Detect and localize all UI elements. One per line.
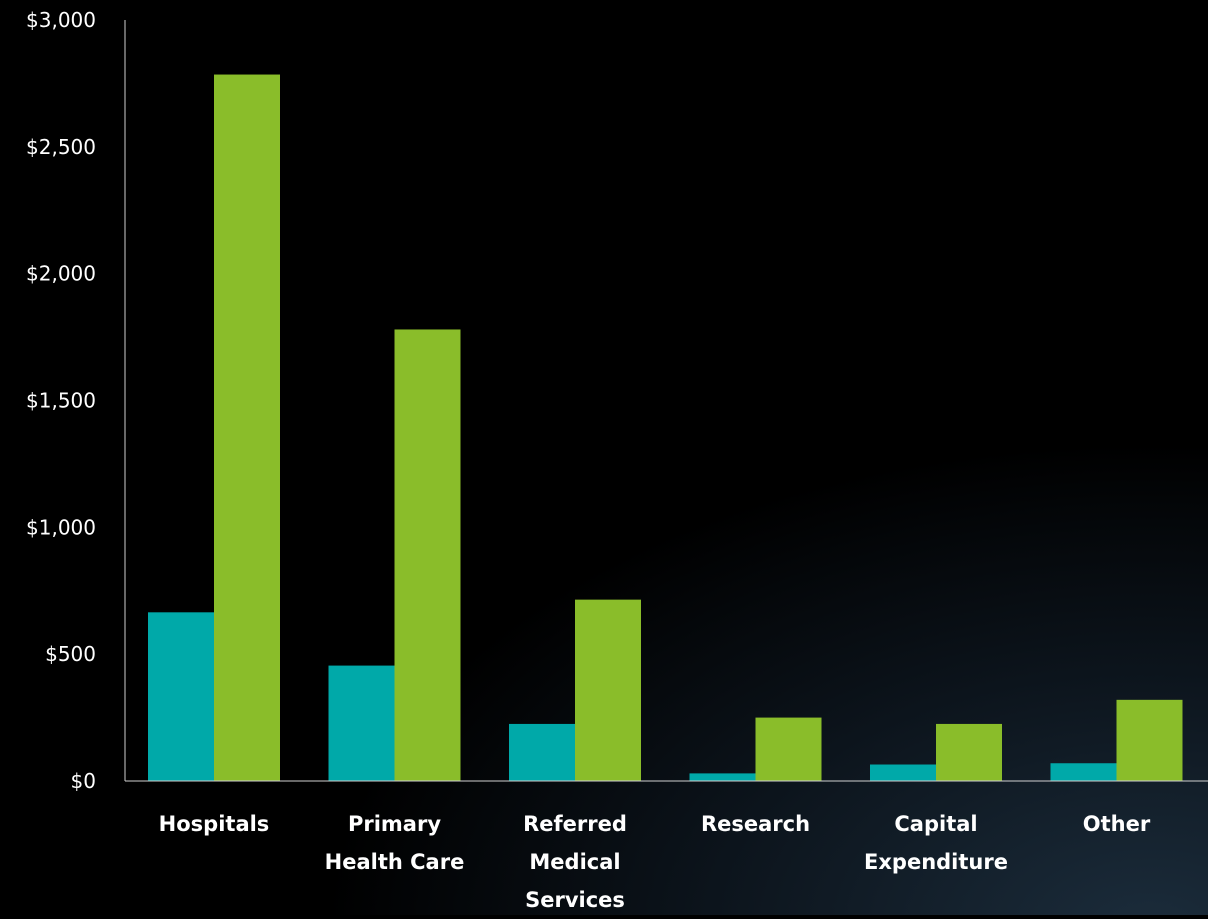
- y-tick-label: $2,000: [26, 262, 96, 286]
- bars: [148, 74, 1183, 781]
- category-labels: Hospitals Primary Health Care Referred Medic…: [159, 812, 1151, 912]
- bar-series-2-3: [755, 717, 822, 781]
- bar-series-1-1: [328, 665, 395, 781]
- bar-series-1-5: [1050, 763, 1117, 781]
- category-label: Other: [1083, 812, 1151, 836]
- bar-series-1-0: [148, 612, 214, 781]
- bar-series-1-3: [689, 773, 756, 781]
- category-label: Capital Expenditure: [864, 812, 1008, 874]
- y-tick-label: $2,500: [26, 135, 96, 159]
- y-tick-label: $3,000: [26, 8, 96, 32]
- category-label: Hospitals: [159, 812, 270, 836]
- y-tick-label: $500: [45, 642, 96, 666]
- bar-series-2-1: [394, 329, 461, 781]
- bar-series-2-4: [936, 723, 1002, 781]
- category-label: Referred Medical Services: [523, 812, 627, 912]
- y-tick-label: $1,000: [26, 515, 96, 539]
- bar-series-1-2: [509, 723, 575, 781]
- category-label: Primary Health Care: [325, 812, 465, 874]
- bar-series-1-4: [870, 764, 936, 781]
- y-tick-label: $1,500: [26, 389, 96, 413]
- bar-series-2-5: [1116, 699, 1183, 781]
- bar-series-2-2: [575, 599, 641, 781]
- y-axis: $0 $500 $1,000 $1,500 $2,000 $2,500 $3,000: [26, 8, 126, 793]
- bar-series-2-0: [214, 74, 280, 781]
- category-label: Research: [701, 812, 810, 836]
- y-tick-label: $0: [71, 769, 96, 793]
